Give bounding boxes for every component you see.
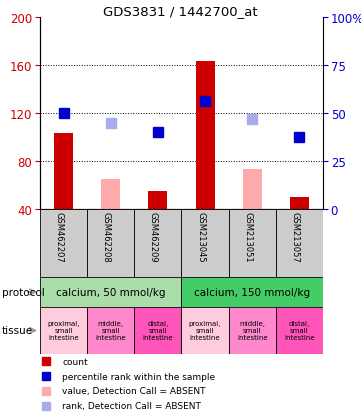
Text: GSM213057: GSM213057 [290, 211, 299, 262]
Text: GSM213051: GSM213051 [243, 211, 252, 262]
Bar [54, 134, 73, 209]
Bar [148, 192, 168, 209]
Bar [229, 209, 276, 277]
Bar [276, 307, 323, 354]
Bar [40, 277, 182, 307]
Text: calcium, 150 mmol/kg: calcium, 150 mmol/kg [194, 287, 310, 297]
Text: tissue: tissue [2, 326, 33, 336]
Text: GDS3831 / 1442700_at: GDS3831 / 1442700_at [103, 5, 258, 18]
Text: percentile rank within the sample: percentile rank within the sample [62, 372, 216, 381]
Text: middle,
small
intestine: middle, small intestine [237, 321, 268, 341]
Bar [229, 307, 276, 354]
Text: distal,
small
intestine: distal, small intestine [143, 321, 173, 341]
Bar [290, 197, 309, 209]
Text: proximal,
small
intestine: proximal, small intestine [47, 321, 80, 341]
Text: protocol: protocol [2, 287, 44, 297]
Bar [40, 307, 87, 354]
Bar [40, 209, 87, 277]
Text: calcium, 50 mmol/kg: calcium, 50 mmol/kg [56, 287, 165, 297]
Bar [182, 307, 229, 354]
Text: middle,
small
intestine: middle, small intestine [95, 321, 126, 341]
Text: rank, Detection Call = ABSENT: rank, Detection Call = ABSENT [62, 401, 201, 410]
Text: value, Detection Call = ABSENT: value, Detection Call = ABSENT [62, 387, 206, 395]
Bar [101, 180, 120, 209]
Text: GSM213045: GSM213045 [196, 211, 205, 262]
Text: proximal,
small
intestine: proximal, small intestine [189, 321, 221, 341]
Bar [87, 307, 134, 354]
Bar [134, 307, 182, 354]
Bar [276, 209, 323, 277]
Text: distal,
small
intestine: distal, small intestine [284, 321, 315, 341]
Text: GSM462209: GSM462209 [149, 211, 158, 262]
Bar [243, 170, 262, 209]
Text: count: count [62, 357, 88, 366]
Bar [87, 209, 134, 277]
Text: GSM462208: GSM462208 [102, 211, 111, 262]
Text: GSM462207: GSM462207 [55, 211, 64, 262]
Bar [134, 209, 182, 277]
Bar [182, 209, 229, 277]
Bar [196, 62, 214, 209]
Bar [182, 277, 323, 307]
